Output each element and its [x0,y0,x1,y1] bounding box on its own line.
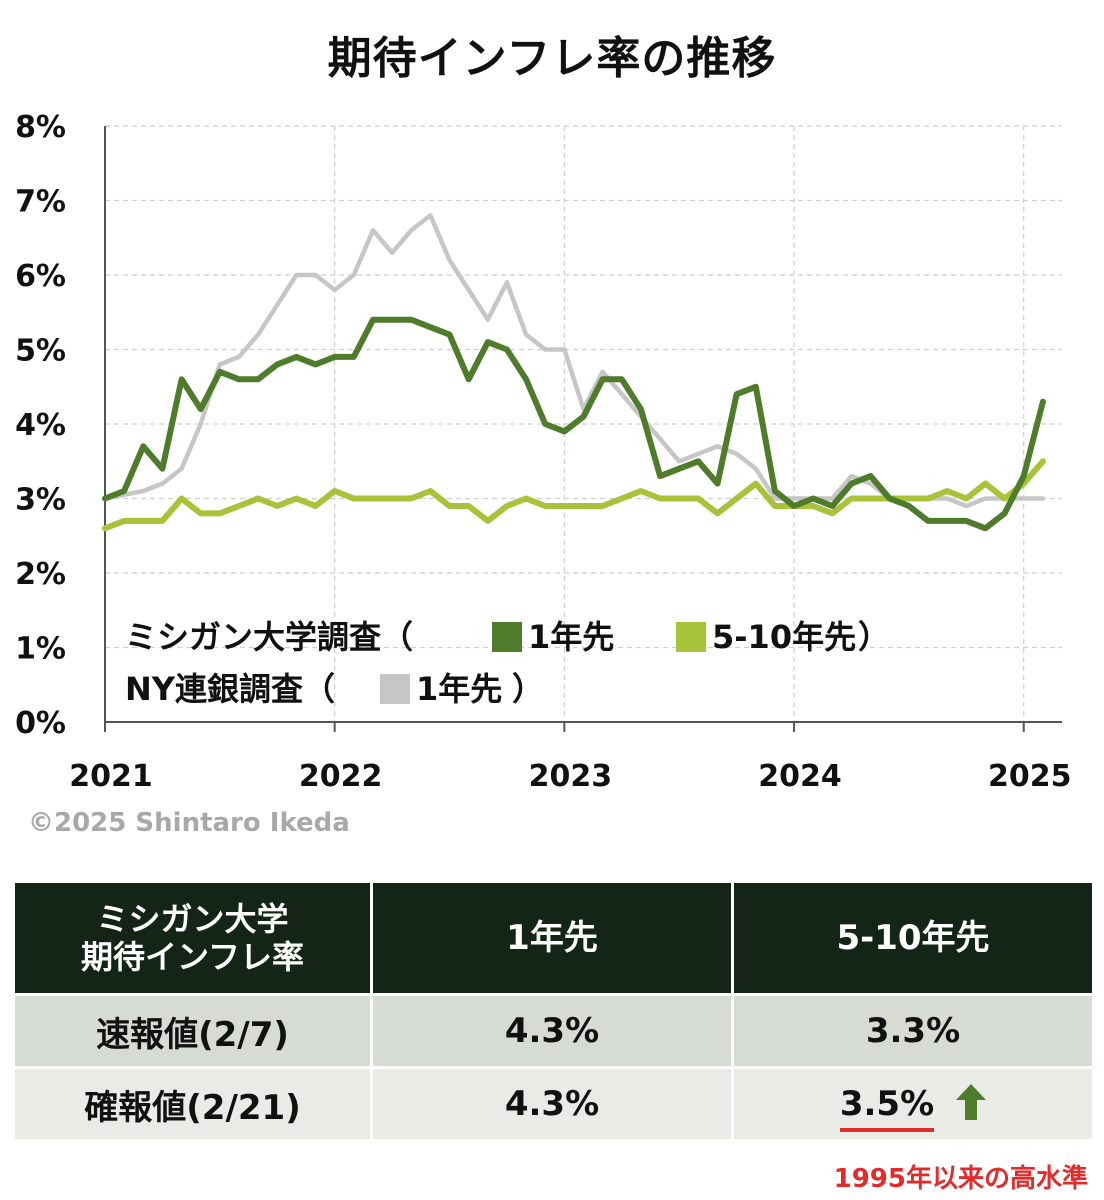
y-tick-label: 1% [15,632,66,667]
legend-swatch-michigan-5-10y [676,622,706,652]
legend-swatch-ny-1y [380,674,410,704]
copyright-text: ©2025 Shintaro Ikeda [28,808,350,838]
y-tick-label: 4% [15,408,66,443]
table-header-1y: 1年先 [370,880,734,996]
y-tick-label: 3% [15,483,66,518]
grid-layer [104,125,1062,722]
legend-group-michigan-close: ） [858,618,890,656]
x-tick-label: 2025 [988,759,1072,794]
cell-final-5-10y: 3.5% [731,1066,1095,1142]
y-tick-label: 6% [15,259,66,294]
cell-final-1y: 4.3% [370,1066,734,1142]
cell-prelim-5-10y: 3.3% [731,993,1095,1069]
table-header-survey: ミシガン大学 期待インフレ率 [12,880,373,996]
table-header-row: ミシガン大学 期待インフレ率 1年先 5-10年先 [12,880,1095,996]
summary-table: ミシガン大学 期待インフレ率 1年先 5-10年先 速報値(2/7) 4.3% … [12,880,1095,1142]
y-tick-label: 8% [15,110,66,145]
table-row: 速報値(2/7) 4.3% 3.3% [12,993,1095,1069]
table-row: 確報値(2/21) 4.3% 3.5% [12,1066,1095,1142]
axis-layer: 0% 1% 2% 3% 4% 5% 6% 7% 8% 2021 2022 2023 2024 2025 [15,110,1071,794]
series-ny-fed-1y [102,213,1046,509]
legend: ミシガン大学調査（ 1年先 5-10年先 ） NY連銀調査（ 1年先 ） [125,618,890,708]
cell-prelim-1y: 4.3% [370,993,734,1069]
table-header-line1: ミシガン大学 [96,900,289,938]
legend-label-michigan-5-10y: 5-10年先 [712,618,856,656]
note-text: 1995年以来の高水準 [833,1164,1088,1194]
line-chart: 0% 1% 2% 3% 4% 5% 6% 7% 8% 2021 2022 2023 2024 2025 ミ… [15,110,1071,794]
legend-label-ny-1y: 1年先 [416,670,502,708]
row-label-final: 確報値(2/21) [12,1066,373,1142]
legend-swatch-michigan-1y [492,622,522,652]
table-header-line2: 期待インフレ率 [80,938,305,976]
chart-title: 期待インフレ率の推移 [327,33,777,84]
series-michigan-1y [102,316,1046,532]
x-tick-label: 2021 [69,759,153,794]
row-label-prelim: 速報値(2/7) [12,993,373,1069]
legend-label-michigan-1y: 1年先 [528,618,614,656]
legend-group-ny-label: NY連銀調査（ [125,670,335,708]
highlighted-value: 3.5% [839,1084,935,1132]
table-header-5-10y: 5-10年先 [731,880,1095,996]
up-arrow-icon [956,1083,987,1120]
legend-group-michigan-label: ミシガン大学調査（ [125,618,413,656]
y-tick-label: 2% [15,557,66,592]
x-tick-label: 2022 [299,759,383,794]
y-tick-label: 0% [15,706,66,741]
x-tick-label: 2023 [529,759,613,794]
y-tick-label: 5% [15,334,66,369]
series-layer [102,213,1046,532]
legend-group-ny-close: ） [512,670,544,708]
x-tick-label: 2024 [758,759,842,794]
y-tick-label: 7% [15,185,66,220]
series-michigan-5-10y [102,458,1046,532]
